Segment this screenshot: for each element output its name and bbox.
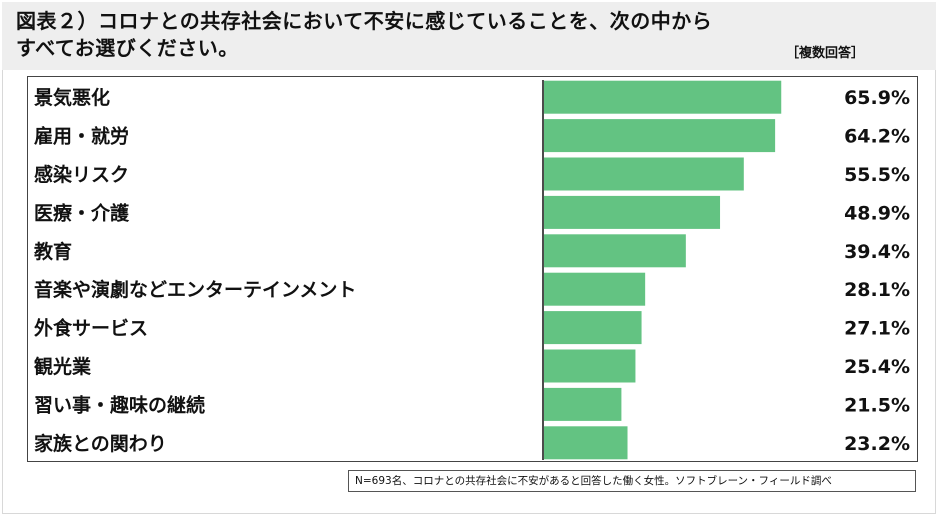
bar [544, 311, 642, 345]
bar [544, 119, 776, 153]
value-label: 25.4% [844, 356, 910, 378]
category-label: 景気悪化 [34, 86, 110, 109]
category-label: 観光業 [34, 355, 92, 378]
value-label: 64.2% [844, 126, 910, 148]
category-label: 教育 [34, 240, 72, 263]
value-label: 48.9% [844, 202, 910, 224]
value-label: 28.1% [844, 279, 910, 301]
bar [544, 234, 686, 268]
value-label: 55.5% [844, 164, 910, 186]
bar [544, 387, 622, 421]
bar [544, 157, 744, 191]
value-label: 27.1% [844, 318, 910, 340]
bar [544, 80, 782, 114]
category-label: 音楽や演劇などエンターテインメント [34, 278, 356, 301]
multiple-answer-note: ［複数回答］ [785, 46, 864, 61]
bar [544, 426, 628, 460]
value-label: 23.2% [844, 433, 910, 455]
bar [544, 272, 646, 306]
category-label: 医療・介護 [34, 201, 130, 224]
chart-title: 図表２）コロナとの共存社会において不安に感じていることを、次の中から すべてお選… [16, 8, 712, 62]
value-label: 39.4% [844, 241, 910, 263]
category-label: 外食サービス [34, 317, 148, 340]
title-line-2: すべてお選びください。 [16, 36, 239, 60]
bar [544, 195, 721, 229]
value-label: 21.5% [844, 394, 910, 416]
value-label: 65.9% [844, 87, 910, 109]
category-label: 雇用・就労 [34, 125, 129, 148]
bar [544, 349, 636, 383]
source-note: N=693名、コロナとの共存社会に不安があると回答した働く女性。ソフトブレーン・… [348, 470, 916, 492]
category-label: 感染リスク [34, 163, 129, 186]
category-label: 習い事・趣味の継続 [34, 393, 205, 416]
title-line-1: 図表２）コロナとの共存社会において不安に感じていることを、次の中から [16, 9, 713, 33]
category-label: 家族との関わり [34, 432, 167, 455]
header: 図表２）コロナとの共存社会において不安に感じていることを、次の中から すべてお選… [2, 2, 936, 70]
